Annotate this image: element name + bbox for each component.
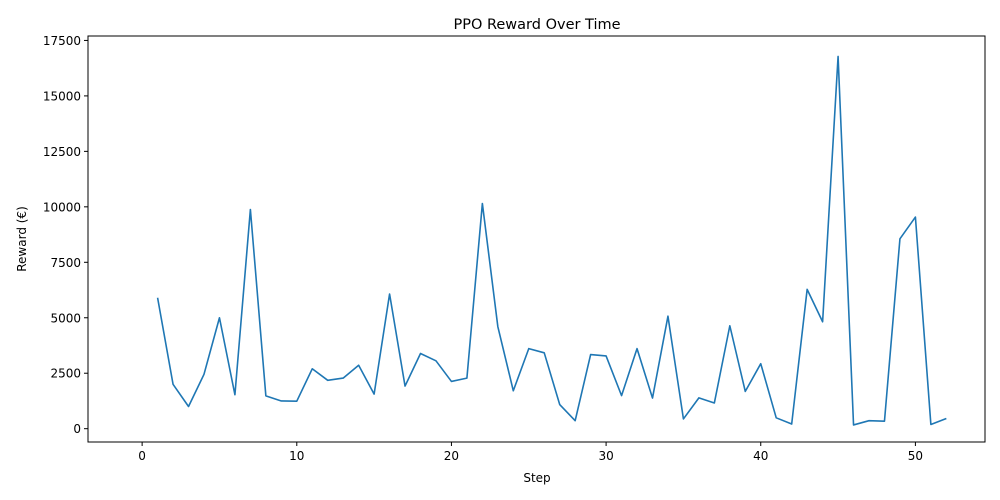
series-line-0	[156, 55, 947, 426]
x-tick-label: 10	[289, 449, 304, 463]
x-tick-label: 0	[138, 449, 146, 463]
y-tick-label: 10000	[43, 200, 81, 214]
y-axis-ticks: 0 2500 5000 7500 10000 12500 15000 17500	[43, 34, 88, 436]
x-tick-label: 50	[908, 449, 923, 463]
x-axis-label: Step	[523, 471, 550, 485]
x-tick-label: 40	[753, 449, 768, 463]
plot-area	[156, 55, 947, 426]
y-tick-label: 7500	[50, 256, 81, 270]
y-axis-label: Reward (€)	[15, 206, 29, 272]
x-axis-ticks: 0 10 20 30 40 50	[138, 442, 923, 463]
plot-frame	[87, 35, 986, 443]
y-tick-label: 15000	[43, 89, 81, 103]
y-tick-label: 2500	[50, 367, 81, 381]
y-tick-label: 5000	[50, 311, 81, 325]
y-tick-label: 17500	[43, 34, 81, 48]
x-tick-label: 20	[444, 449, 459, 463]
chart-title: PPO Reward Over Time	[453, 17, 620, 33]
y-tick-label: 0	[73, 422, 81, 436]
x-tick-label: 30	[598, 449, 613, 463]
y-tick-label: 12500	[43, 145, 81, 159]
